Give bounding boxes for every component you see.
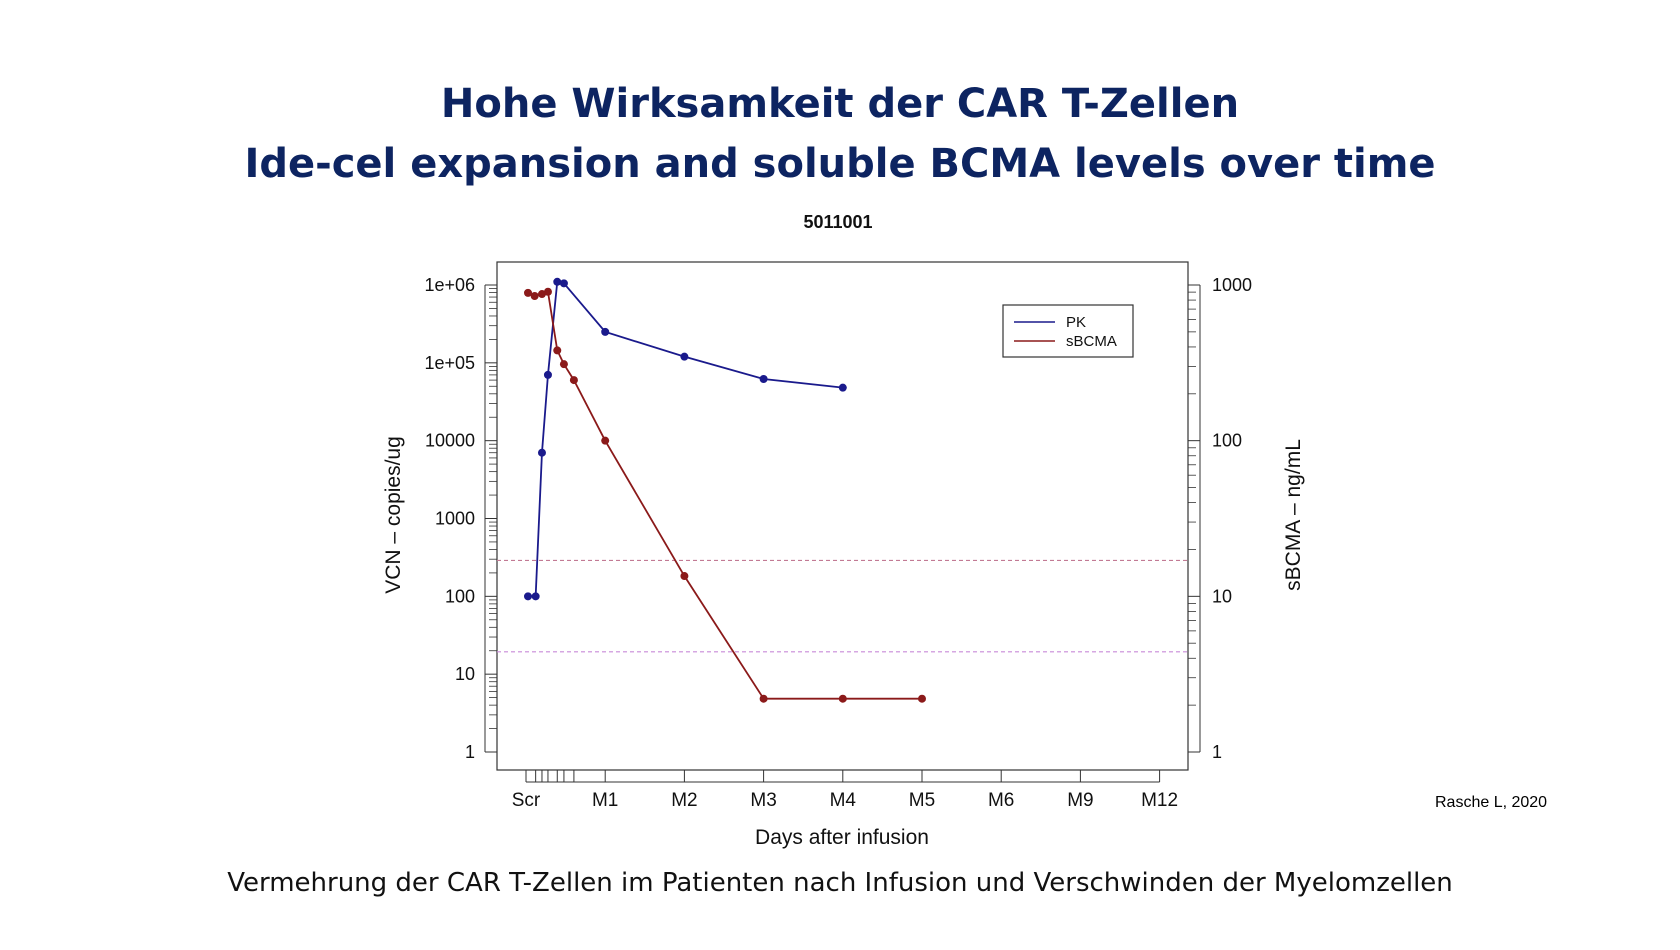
x-axis-label: Days after infusion xyxy=(755,826,929,849)
data-point-pk xyxy=(524,592,532,601)
data-point-sbcma xyxy=(543,287,552,296)
data-point-sbcma xyxy=(601,436,610,445)
data-point-pk xyxy=(537,448,546,457)
x-tick-label: M6 xyxy=(988,790,1014,811)
y-left-tick-label: 10000 xyxy=(425,431,475,451)
data-point-sbcma xyxy=(553,346,562,355)
y-left-tick-label: 100 xyxy=(445,586,475,606)
citation: Rasche L, 2020 xyxy=(1435,794,1548,811)
data-point-sbcma xyxy=(918,694,926,703)
data-point-sbcma xyxy=(524,288,532,297)
x-tick-label: M3 xyxy=(750,790,776,811)
data-point-sbcma xyxy=(680,572,689,581)
series-line-sbcma xyxy=(527,290,922,700)
data-point-sbcma xyxy=(569,376,578,385)
chart-title: 5011001 xyxy=(803,212,872,232)
data-point-sbcma xyxy=(559,360,568,369)
series-pk xyxy=(524,277,847,601)
data-point-pk xyxy=(680,352,689,361)
legend-label-pk: PK xyxy=(1066,314,1086,331)
y-left-tick-label: 1e+05 xyxy=(424,353,475,373)
x-tick-label: M2 xyxy=(671,790,697,811)
y-axis-right-label: sBCMA – ng/mL xyxy=(1282,439,1305,591)
reference-lines xyxy=(497,559,1188,653)
x-tick-label: M12 xyxy=(1141,790,1178,811)
y-left-tick-label: 1000 xyxy=(435,509,475,529)
x-tick-label: M1 xyxy=(592,790,618,811)
data-point-pk xyxy=(759,374,768,383)
data-point-sbcma xyxy=(759,694,768,703)
series-sbcma xyxy=(524,287,926,703)
y-axis-right: 1 10 100 1000 xyxy=(1188,275,1252,762)
y-right-tick-label: 100 xyxy=(1212,431,1242,451)
slide-title-line2: Ide-cel expansion and soluble BCMA level… xyxy=(244,141,1436,187)
data-point-pk xyxy=(543,370,552,379)
y-right-tick-label: 1 xyxy=(1212,742,1222,762)
slide-title-line1: Hohe Wirksamkeit der CAR T-Zellen xyxy=(440,81,1240,127)
y-right-tick-label: 1000 xyxy=(1212,275,1252,295)
legend: PK sBCMA xyxy=(1002,304,1134,358)
data-point-sbcma xyxy=(530,291,539,300)
data-point-pk xyxy=(553,277,562,286)
legend-label-sbcma: sBCMA xyxy=(1066,333,1117,350)
footer-caption: Vermehrung der CAR T-Zellen im Patienten… xyxy=(227,868,1453,898)
x-tick-label: M5 xyxy=(909,790,935,811)
x-tick-label: M4 xyxy=(830,790,857,811)
x-tick-label: Scr xyxy=(512,790,541,811)
y-left-tick-label: 1 xyxy=(465,742,475,762)
data-point-pk xyxy=(559,279,568,288)
data-point-pk xyxy=(838,383,847,392)
x-axis: Scr M1 M2 M3 M4 M5 M6 M9 M12 xyxy=(512,770,1178,811)
data-point-pk xyxy=(531,592,540,601)
data-point-pk xyxy=(601,327,610,336)
data-point-sbcma xyxy=(838,694,847,703)
y-left-tick-label: 10 xyxy=(455,664,475,684)
slide-title: Hohe Wirksamkeit der CAR T-Zellen Ide-ce… xyxy=(0,74,1680,194)
legend-box xyxy=(1002,304,1134,358)
y-left-tick-label: 1e+06 xyxy=(424,275,475,295)
y-axis-left: 1 10 100 1000 10000 1e+05 1e+06 xyxy=(424,275,497,762)
series-line-pk xyxy=(528,280,843,598)
series-layer xyxy=(524,277,926,703)
x-tick-label: M9 xyxy=(1067,790,1093,811)
y-axis-left-label: VCN – copies/ug xyxy=(382,436,405,594)
y-right-tick-label: 10 xyxy=(1212,586,1232,606)
